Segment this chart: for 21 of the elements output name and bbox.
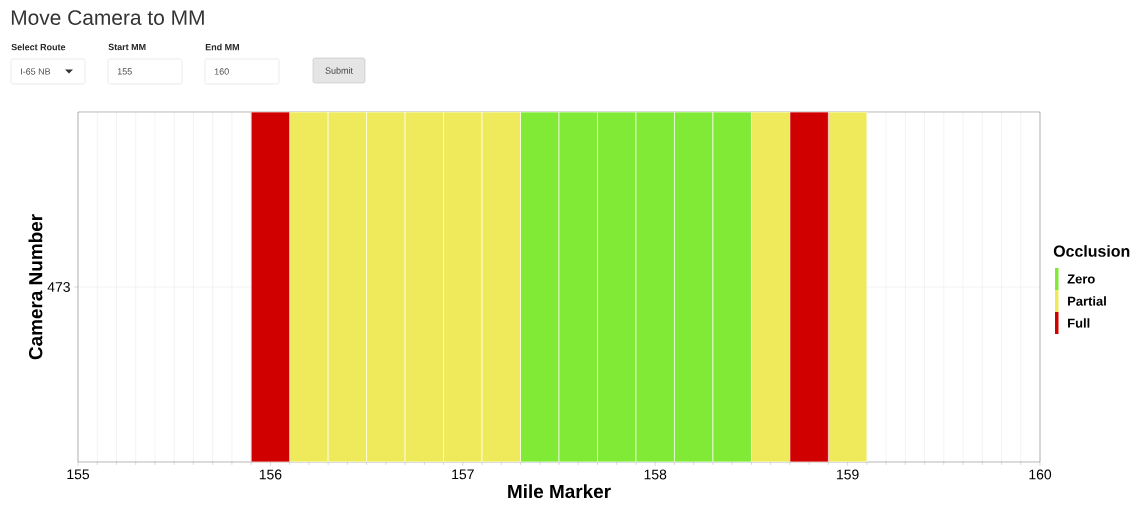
x-tick-label: 159 xyxy=(837,469,859,480)
text: 155 xyxy=(117,68,132,75)
text: 160 xyxy=(214,68,229,75)
legend-label: Full xyxy=(1068,318,1090,328)
text: Select Route xyxy=(11,43,66,51)
text: Start MM xyxy=(108,43,146,51)
text: 473 xyxy=(47,282,70,292)
x-tick-label: 155 xyxy=(67,469,90,480)
legend-title: Occlusion xyxy=(1053,245,1130,257)
chart-title: Move Camera to MM xyxy=(11,10,204,25)
legend-label: Zero xyxy=(1067,274,1095,284)
x-tick-label: 157 xyxy=(452,469,474,480)
text: I-65 NB xyxy=(21,68,51,75)
x-tick-label: 160 xyxy=(1029,469,1052,480)
x-tick-label: 156 xyxy=(259,469,282,480)
text: Submit xyxy=(325,67,353,74)
text: End MM xyxy=(205,43,239,51)
legend-label: Partial xyxy=(1068,296,1106,306)
x-tick-label: 158 xyxy=(644,469,667,480)
y-axis-title: Camera Number xyxy=(28,214,43,360)
x-axis-title: Mile Marker xyxy=(508,484,611,499)
